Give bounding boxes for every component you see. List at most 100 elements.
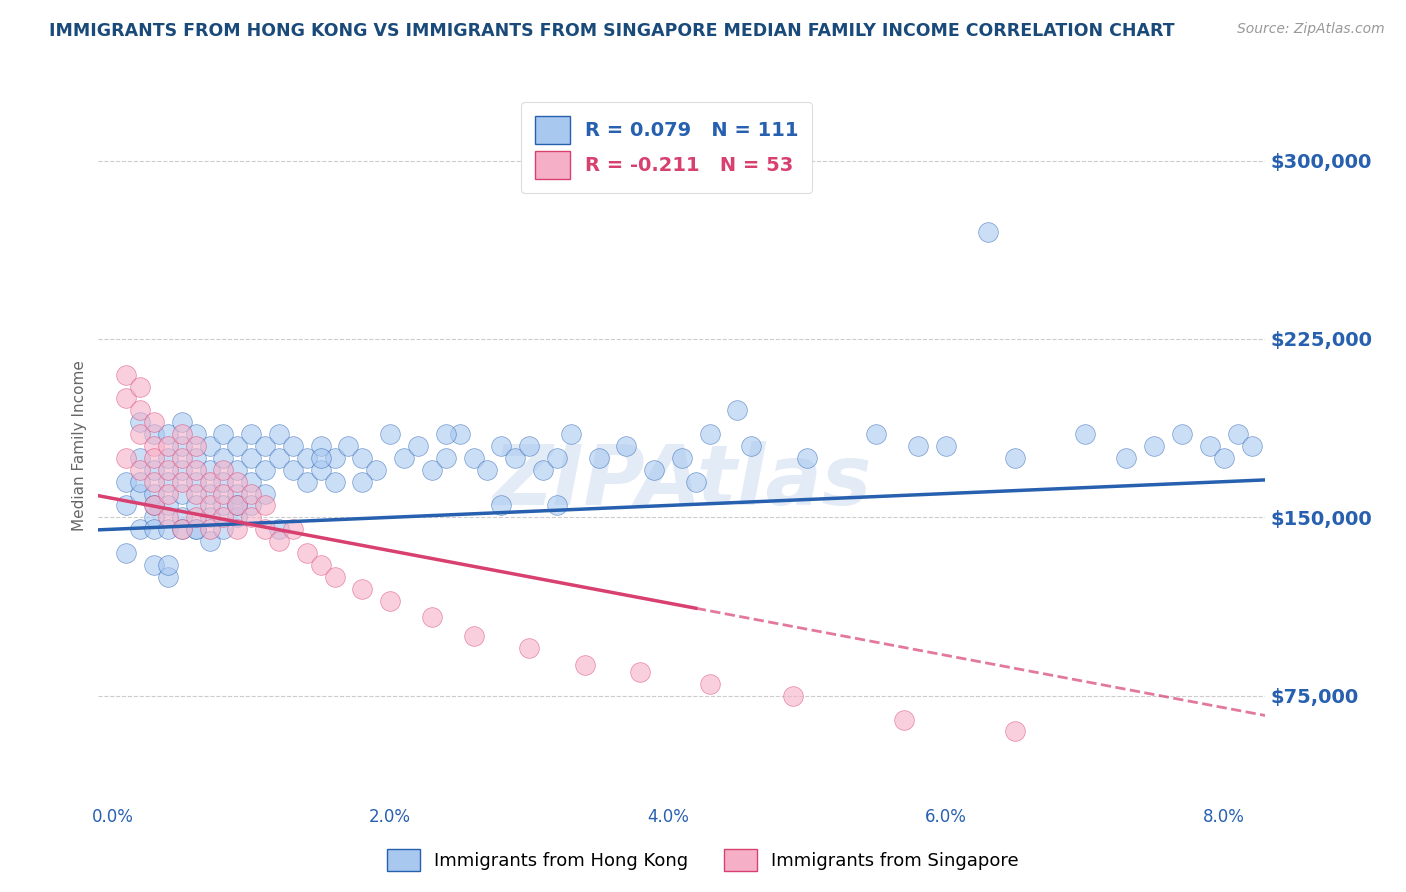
Point [727,403,749,417]
Point [156,570,179,584]
Point [588,450,610,465]
Point [1004,450,1026,465]
Point [143,510,166,524]
Point [129,403,152,417]
Point [267,427,290,442]
Point [156,439,179,453]
Point [893,713,915,727]
Point [156,558,179,572]
Point [226,499,249,513]
Point [976,225,998,239]
Point [129,486,152,500]
Point [198,510,221,524]
Point [323,475,346,489]
Point [352,450,374,465]
Point [115,475,138,489]
Point [865,427,887,442]
Point [546,450,568,465]
Point [184,450,207,465]
Point [143,475,166,489]
Point [449,427,471,442]
Point [170,522,193,536]
Point [156,522,179,536]
Point [671,450,693,465]
Point [129,475,152,489]
Point [156,463,179,477]
Point [240,499,263,513]
Point [240,510,263,524]
Point [323,450,346,465]
Point [935,439,957,453]
Point [254,522,277,536]
Point [254,499,277,513]
Point [226,499,249,513]
Point [129,450,152,465]
Y-axis label: Median Family Income: Median Family Income [72,360,87,532]
Point [281,522,304,536]
Point [156,486,179,500]
Point [184,427,207,442]
Point [337,439,360,453]
Point [198,439,221,453]
Point [129,415,152,429]
Point [254,439,277,453]
Point [1143,439,1166,453]
Point [254,486,277,500]
Point [1240,439,1263,453]
Point [309,558,332,572]
Point [491,439,513,453]
Legend: Immigrants from Hong Kong, Immigrants from Singapore: Immigrants from Hong Kong, Immigrants fr… [380,842,1026,879]
Point [212,427,235,442]
Point [295,450,318,465]
Point [420,463,443,477]
Point [226,510,249,524]
Point [115,450,138,465]
Point [184,522,207,536]
Point [143,427,166,442]
Point [143,415,166,429]
Point [115,546,138,560]
Point [254,463,277,477]
Legend: R = 0.079   N = 111, R = -0.211   N = 53: R = 0.079 N = 111, R = -0.211 N = 53 [522,103,813,193]
Point [281,463,304,477]
Point [212,486,235,500]
Point [1226,427,1249,442]
Point [240,450,263,465]
Point [699,677,721,691]
Point [1004,724,1026,739]
Point [129,379,152,393]
Point [699,427,721,442]
Point [463,450,485,465]
Point [1074,427,1097,442]
Text: IMMIGRANTS FROM HONG KONG VS IMMIGRANTS FROM SINGAPORE MEDIAN FAMILY INCOME CORR: IMMIGRANTS FROM HONG KONG VS IMMIGRANTS … [49,22,1175,40]
Point [240,475,263,489]
Point [406,439,429,453]
Point [267,450,290,465]
Point [503,450,526,465]
Point [226,475,249,489]
Point [628,665,651,679]
Point [198,522,221,536]
Text: Source: ZipAtlas.com: Source: ZipAtlas.com [1237,22,1385,37]
Point [907,439,929,453]
Point [115,392,138,406]
Point [560,427,582,442]
Point [198,499,221,513]
Point [156,427,179,442]
Point [614,439,637,453]
Point [129,427,152,442]
Point [420,610,443,624]
Point [184,522,207,536]
Point [198,475,221,489]
Point [309,439,332,453]
Point [643,463,665,477]
Point [184,439,207,453]
Point [782,689,804,703]
Point [198,534,221,549]
Point [366,463,388,477]
Point [129,522,152,536]
Point [170,510,193,524]
Point [184,475,207,489]
Point [115,499,138,513]
Point [352,582,374,596]
